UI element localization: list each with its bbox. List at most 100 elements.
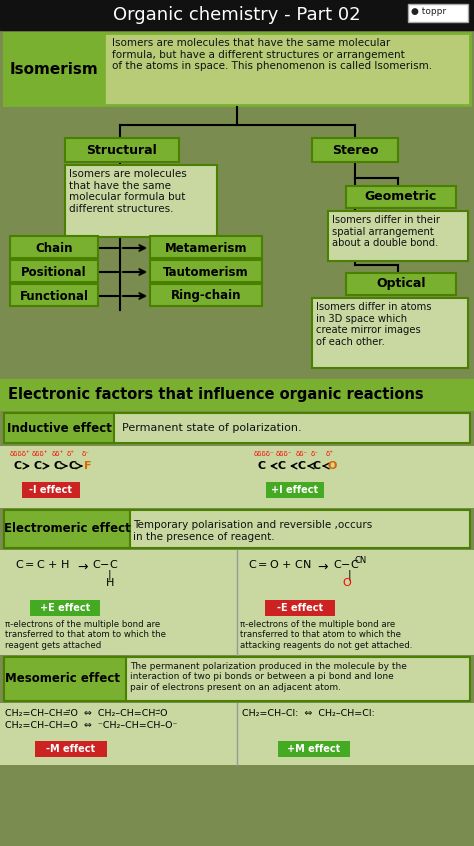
Text: Isomers differ in atoms
in 3D space which
create mirror images
of each other.: Isomers differ in atoms in 3D space whic… [316,302,431,347]
Text: δ⁺: δ⁺ [67,451,75,457]
Text: Electromeric effect: Electromeric effect [4,523,130,536]
Text: Temporary polarisation and reversible ,occurs
in the presence of reagent.: Temporary polarisation and reversible ,o… [133,520,372,541]
Text: CH₂=CH–CH=O  ⇔  ⁻CH₂–CH=CH–O⁻: CH₂=CH–CH=O ⇔ ⁻CH₂–CH=CH–O⁻ [5,721,177,730]
Text: δ⁻: δ⁻ [311,451,319,457]
FancyBboxPatch shape [4,657,470,701]
Text: CH₂=CH–Cl:  ⇔  CH₂–CH=Cl:: CH₂=CH–Cl: ⇔ CH₂–CH=Cl: [242,709,375,718]
Text: F: F [84,461,92,471]
Text: $\mathregular{C{=}O}$ + CN: $\mathregular{C{=}O}$ + CN [248,558,311,570]
FancyBboxPatch shape [150,260,262,282]
FancyBboxPatch shape [4,510,130,548]
Text: Ring-chain: Ring-chain [171,289,241,303]
FancyBboxPatch shape [0,703,474,765]
Text: |: | [348,570,352,580]
Text: π-electrons of the multiple bond are
transferred to that atom to which the
reage: π-electrons of the multiple bond are tra… [5,620,166,650]
Text: Geometric: Geometric [365,190,437,204]
FancyBboxPatch shape [4,657,126,701]
Text: C: C [69,461,77,471]
FancyBboxPatch shape [346,186,456,208]
FancyBboxPatch shape [0,379,474,411]
FancyBboxPatch shape [0,107,474,379]
FancyBboxPatch shape [0,765,474,846]
Text: H: H [106,578,114,588]
FancyBboxPatch shape [0,0,474,30]
Text: +I effect: +I effect [272,485,319,495]
Text: π-electrons of the multiple bond are
transferred to that atom to which the
attac: π-electrons of the multiple bond are tra… [240,620,412,650]
FancyBboxPatch shape [65,165,217,237]
Text: Isomers differ in their
spatial arrangement
about a double bond.: Isomers differ in their spatial arrangem… [332,215,440,248]
Text: Permanent state of polarization.: Permanent state of polarization. [122,423,301,433]
FancyBboxPatch shape [10,260,98,282]
Text: Functional: Functional [19,289,89,303]
FancyBboxPatch shape [312,138,398,162]
FancyBboxPatch shape [150,236,262,258]
Text: Metamerism: Metamerism [165,241,247,255]
Text: $\mathregular{C{=}C}$ + H: $\mathregular{C{=}C}$ + H [15,558,70,570]
FancyBboxPatch shape [150,284,262,306]
FancyBboxPatch shape [278,741,350,757]
FancyBboxPatch shape [346,273,456,295]
Text: δ⁺: δ⁺ [326,451,334,457]
Text: ● toppr: ● toppr [411,7,446,16]
FancyBboxPatch shape [328,211,468,261]
Text: O: O [328,461,337,471]
Text: δδδδ⁻: δδδδ⁻ [254,451,275,457]
Text: Organic chemistry - Part 02: Organic chemistry - Part 02 [113,6,361,24]
Text: C: C [258,461,266,471]
Text: C: C [278,461,286,471]
Text: -M effect: -M effect [46,744,96,754]
Text: δδ⁺: δδ⁺ [52,451,64,457]
Text: Isomerism: Isomerism [9,62,99,76]
Text: Optical: Optical [376,277,426,290]
Text: δ⁻: δ⁻ [82,451,90,457]
FancyBboxPatch shape [0,550,474,655]
Text: $\mathregular{C{-}C}$: $\mathregular{C{-}C}$ [333,558,359,570]
Text: C: C [14,461,22,471]
Text: C: C [34,461,42,471]
FancyBboxPatch shape [4,33,470,105]
FancyBboxPatch shape [312,298,468,368]
Text: |: | [108,570,111,580]
FancyBboxPatch shape [10,284,98,306]
Text: CH₂=CH–CH=⃗O  ⇔  CH₂–CH=CH–⃗O: CH₂=CH–CH=⃗O ⇔ CH₂–CH=CH–⃗O [5,709,167,718]
Text: Electronic factors that influence organic reactions: Electronic factors that influence organi… [8,387,424,403]
FancyBboxPatch shape [4,33,104,105]
Text: $\rightarrow$: $\rightarrow$ [315,560,329,573]
Text: δδδ⁻: δδδ⁻ [276,451,292,457]
FancyBboxPatch shape [266,482,324,498]
FancyBboxPatch shape [65,138,179,162]
FancyBboxPatch shape [22,482,80,498]
Text: -E effect: -E effect [277,603,323,613]
Text: +M effect: +M effect [287,744,341,754]
FancyBboxPatch shape [0,446,474,508]
FancyBboxPatch shape [4,413,470,443]
Text: CN: CN [355,556,367,565]
FancyBboxPatch shape [265,600,335,616]
Text: The permanent polarization produced in the molecule by the
interaction of two pi: The permanent polarization produced in t… [130,662,407,692]
Text: Stereo: Stereo [332,144,378,157]
Text: $\mathregular{C{-}C}$: $\mathregular{C{-}C}$ [92,558,118,570]
FancyBboxPatch shape [4,413,114,443]
Text: Chain: Chain [35,241,73,255]
FancyBboxPatch shape [10,236,98,258]
FancyBboxPatch shape [35,741,107,757]
Text: Tautomerism: Tautomerism [163,266,249,278]
Text: Structural: Structural [87,144,157,157]
Text: δδ⁻: δδ⁻ [296,451,308,457]
Text: Isomers are molecules that have the same molecular
formula, but have a different: Isomers are molecules that have the same… [112,38,432,71]
FancyBboxPatch shape [30,600,100,616]
Text: -I effect: -I effect [29,485,73,495]
Text: Inductive effect: Inductive effect [7,421,111,435]
FancyBboxPatch shape [408,4,468,22]
Text: Mesomeric effect: Mesomeric effect [6,673,120,685]
Text: O: O [342,578,351,588]
Text: $\rightarrow$: $\rightarrow$ [75,560,89,573]
Text: Isomers are molecules
that have the same
molecular formula but
different structu: Isomers are molecules that have the same… [69,169,187,214]
Text: δδδδ⁺: δδδδ⁺ [10,451,31,457]
Text: C: C [298,461,306,471]
Text: Positional: Positional [21,266,87,278]
Text: C: C [54,461,62,471]
Text: +E effect: +E effect [40,603,90,613]
Text: C: C [313,461,321,471]
Text: δδδ⁺: δδδ⁺ [32,451,48,457]
